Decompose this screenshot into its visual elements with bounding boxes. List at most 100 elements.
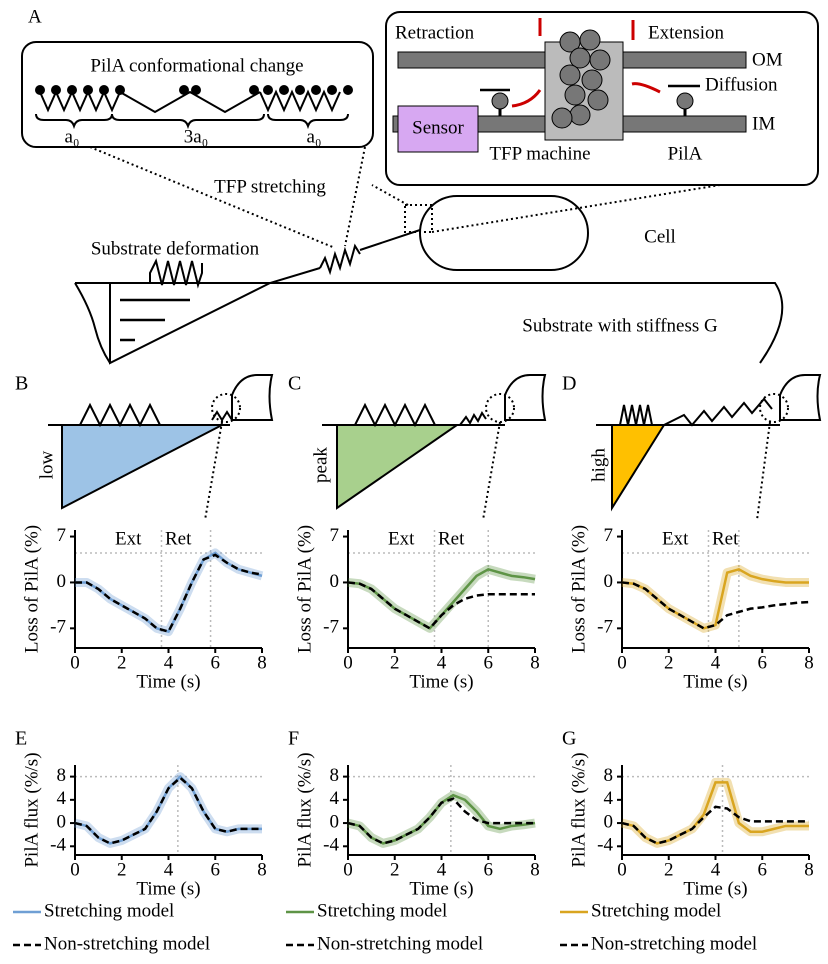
y-tick-label: 8 xyxy=(57,765,67,786)
x-tick-label: 2 xyxy=(117,652,127,673)
y-tick-label: 8 xyxy=(330,765,340,786)
series-line xyxy=(75,553,263,634)
x-tick-label: 8 xyxy=(804,859,814,880)
legend-label: Stretching model xyxy=(44,900,174,921)
zoom-box xyxy=(404,204,433,233)
y-axis-label: Loss of PilA (%) xyxy=(294,525,315,653)
stiffness-label: low xyxy=(36,450,57,479)
cell xyxy=(419,195,589,271)
y-tick-label: 4 xyxy=(57,788,67,809)
y-tick-label: 8 xyxy=(604,765,614,786)
series-line xyxy=(621,805,809,845)
callout xyxy=(21,41,374,148)
y-axis-label: Loss of PilA (%) xyxy=(21,525,42,653)
pila-dots xyxy=(35,85,353,95)
y-tick-label: -7 xyxy=(50,617,66,638)
panel-label: F xyxy=(288,728,299,750)
bracket xyxy=(35,113,349,130)
x-axis-label: Time (s) xyxy=(409,671,473,692)
annotation: Ext xyxy=(115,528,142,549)
spacing-label: a₀ xyxy=(306,126,321,147)
diffusion-label: Diffusion xyxy=(705,74,778,95)
annotation: Ret xyxy=(712,528,739,549)
callout-connector xyxy=(89,146,721,249)
spacing-label: 3a₀ xyxy=(184,126,209,147)
legend-label: Non-stretching model xyxy=(591,933,757,954)
y-axis-label: Loss of PilA (%) xyxy=(568,525,589,653)
series-line xyxy=(621,581,810,630)
force-arrow xyxy=(120,298,190,342)
x-tick-label: 8 xyxy=(530,652,540,673)
callout xyxy=(385,11,819,186)
series-line xyxy=(347,581,535,630)
tfp-machine-label: TFP machine xyxy=(489,143,590,164)
x-tick-label: 8 xyxy=(257,652,267,673)
y-tick-label: 0 xyxy=(604,571,614,592)
x-tick-label: 2 xyxy=(390,652,400,673)
panel-label: D xyxy=(562,373,576,395)
y-tick-label: -4 xyxy=(50,835,66,856)
sensor-box xyxy=(397,105,479,153)
x-tick-label: 8 xyxy=(530,859,540,880)
legend-label: Stretching model xyxy=(317,900,447,921)
x-axis-label: Time (s) xyxy=(683,878,747,899)
legend-label: Stretching model xyxy=(591,900,721,921)
legend-label: Non-stretching model xyxy=(44,933,210,954)
legend-label: Non-stretching model xyxy=(317,933,483,954)
x-tick-label: 6 xyxy=(758,652,768,673)
x-tick-label: 4 xyxy=(164,652,174,673)
extension-label: Extension xyxy=(648,22,724,43)
x-axis-label: Time (s) xyxy=(409,878,473,899)
om-label: OM xyxy=(752,49,783,70)
x-axis-label: Time (s) xyxy=(136,671,200,692)
substrate-label: Substrate with stiffness G xyxy=(522,315,718,336)
y-axis-label: PilA flux (%/s) xyxy=(21,752,42,867)
y-axis-label: PilA flux (%/s) xyxy=(568,752,589,867)
substrate-deformation-label: Substrate deformation xyxy=(91,238,260,259)
mini-schematic: low peak high xyxy=(36,374,822,521)
panel-label: G xyxy=(562,728,576,750)
panel-label: C xyxy=(288,373,301,395)
pila-label: PilA xyxy=(668,143,703,164)
schematic: A PilA conformational change a₀ 3a₀ a₀ S… xyxy=(21,6,822,521)
annotation: Ext xyxy=(388,528,415,549)
sensor-label: Sensor xyxy=(412,117,464,138)
x-tick-label: 0 xyxy=(70,859,80,880)
x-tick-label: 8 xyxy=(257,859,267,880)
y-tick-label: 7 xyxy=(330,525,340,546)
x-tick-label: 6 xyxy=(211,652,221,673)
series-line xyxy=(74,776,262,845)
y-tick-label: 4 xyxy=(604,788,614,809)
x-axis-label: Time (s) xyxy=(683,671,747,692)
y-tick-label: -4 xyxy=(323,835,339,856)
spacing-label: a₀ xyxy=(64,126,79,147)
panel-label: A xyxy=(28,6,42,27)
x-tick-label: 4 xyxy=(711,859,721,880)
x-tick-label: 6 xyxy=(211,859,221,880)
y-tick-label: 0 xyxy=(57,571,67,592)
y-tick-label: 0 xyxy=(330,571,340,592)
trace-band xyxy=(347,564,536,633)
annotation: Ret xyxy=(165,528,192,549)
im-label: IM xyxy=(752,113,775,134)
tfp-stretching-label: TFP stretching xyxy=(214,176,326,197)
x-tick-label: 4 xyxy=(711,652,721,673)
x-tick-label: 0 xyxy=(343,652,353,673)
callout-title: PilA conformational change xyxy=(90,55,303,76)
annotation: Ext xyxy=(662,528,689,549)
x-tick-label: 2 xyxy=(664,652,674,673)
red-arrow xyxy=(511,18,661,108)
x-tick-label: 6 xyxy=(758,859,768,880)
cell-label: Cell xyxy=(644,226,676,247)
diffusion-arrow xyxy=(480,84,700,92)
x-tick-label: 4 xyxy=(164,859,174,880)
x-tick-label: 4 xyxy=(437,652,447,673)
stiffness-label: high xyxy=(588,448,609,482)
x-tick-label: 6 xyxy=(484,652,494,673)
x-tick-label: 8 xyxy=(804,652,814,673)
pila-head xyxy=(676,92,694,110)
pila-head xyxy=(491,92,509,110)
x-tick-label: 4 xyxy=(437,859,447,880)
stiffness-label: peak xyxy=(310,447,331,483)
